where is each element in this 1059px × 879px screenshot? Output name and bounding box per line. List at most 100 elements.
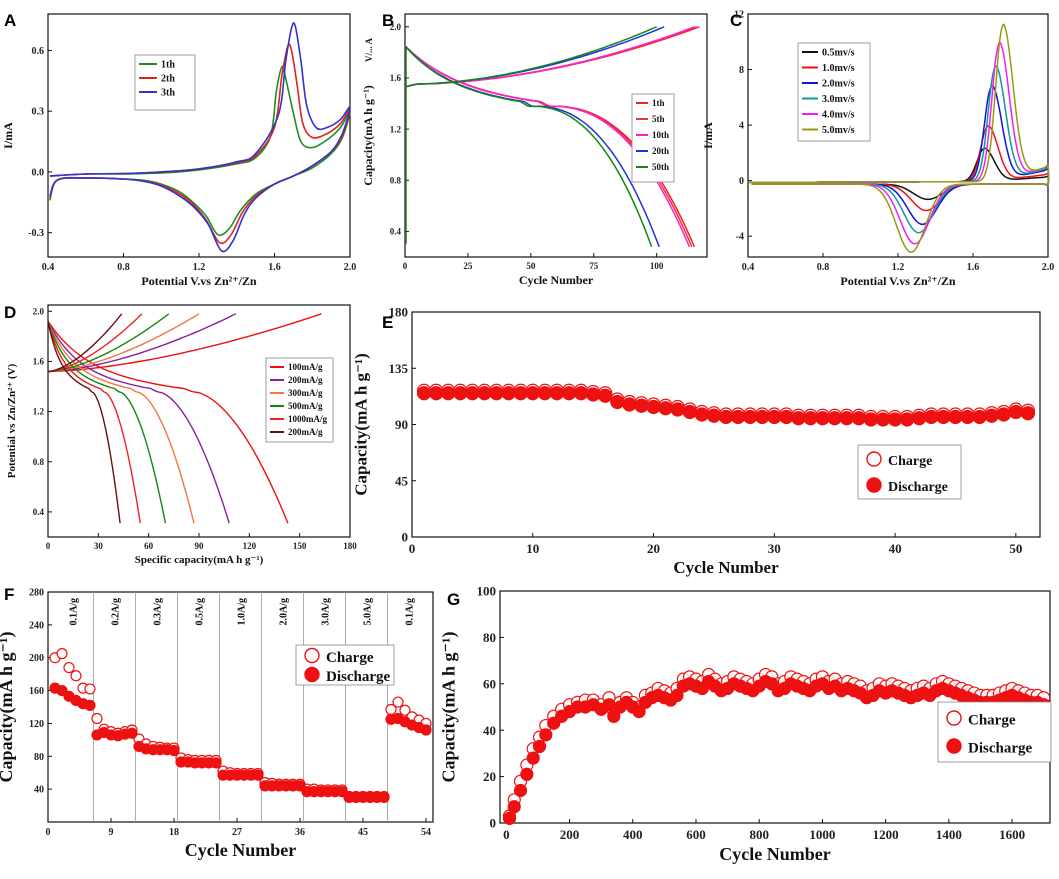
- data-point: [513, 783, 528, 798]
- y-tick-label: 2.0: [390, 22, 402, 32]
- data-point: [573, 386, 589, 401]
- legend-entry: Charge: [968, 712, 1016, 728]
- x-tick-label: 0: [409, 541, 416, 556]
- legend-marker: [304, 647, 320, 664]
- data-point: [755, 409, 770, 425]
- data-point: [465, 386, 480, 401]
- y-axis-label: Potential vs Zn/Zn²⁺ (V): [6, 363, 18, 478]
- x-tick-label: 1.6: [268, 262, 281, 273]
- data-point: [936, 409, 951, 425]
- data-point: [743, 409, 758, 425]
- y-tick-label: 1.6: [33, 357, 45, 367]
- data-point: [539, 728, 553, 742]
- cv-curve-3th: [49, 22, 351, 253]
- data-point: [803, 411, 818, 426]
- legend-marker: [304, 666, 320, 683]
- y-tick-label: 160: [29, 686, 44, 697]
- legend-entry: 1.0mv/s: [822, 63, 855, 74]
- cv-curve-4.0mv/s: [747, 41, 1050, 245]
- x-axis-label: Cycle Number: [673, 558, 779, 577]
- y-tick-label: 120: [29, 719, 44, 730]
- x-tick-label: 1.6: [967, 262, 980, 273]
- data-point: [924, 409, 939, 425]
- data-point: [56, 648, 68, 660]
- discharge-curve: [47, 320, 289, 524]
- y-tick-label: 240: [29, 620, 44, 631]
- data-point: [960, 409, 975, 425]
- x-tick-label: 0: [46, 827, 51, 838]
- legend-entry: 5.0mv/s: [822, 125, 855, 136]
- panel-label: A: [4, 11, 16, 30]
- legend-entry: 0.5mv/s: [822, 48, 855, 59]
- y-axis-label: Capacity(mA h g⁻¹): [361, 85, 375, 186]
- legend-entry: 200mA/g: [288, 427, 323, 437]
- legend-box: [265, 357, 334, 443]
- data-point: [767, 409, 782, 425]
- panel-a: A 0.4 0.8 1.2 1.6 2.0 -0.3 0.0 0.3 0.6 Potential V…: [1, 11, 356, 288]
- x-tick-label: 1400: [936, 827, 962, 842]
- x-tick-label: 9: [109, 827, 114, 838]
- y-tick-label: 0.6: [32, 46, 45, 57]
- y-tick-label: 0.4: [390, 227, 402, 237]
- x-tick-label: 50: [526, 261, 536, 271]
- data-point: [70, 670, 82, 682]
- data-point: [602, 698, 616, 712]
- cv-curve-5.0mv/s: [747, 23, 1050, 253]
- data-point: [84, 699, 96, 711]
- y-tick-label: 100: [477, 584, 497, 599]
- y-tick-label: 0.4: [33, 507, 45, 517]
- x-tick-label: 2.0: [344, 262, 357, 273]
- legend-entry: Discharge: [888, 480, 948, 495]
- data-point: [948, 409, 963, 425]
- data-point: [537, 386, 552, 401]
- data-point: [399, 704, 411, 716]
- legend: Charge Discharge: [295, 644, 395, 686]
- data-point: [863, 412, 879, 427]
- legend-entry: 1th: [161, 60, 175, 71]
- legend-entry: 500mA/g: [288, 401, 323, 411]
- data-point: [84, 683, 96, 695]
- y-tick-label: 0: [490, 816, 497, 831]
- plot-frame: [411, 311, 1041, 538]
- rate-label: 0.1A/g: [69, 598, 80, 626]
- y-tick-label: 280: [29, 588, 44, 599]
- y-tick-label: 1.6: [390, 73, 402, 83]
- y-tick-label: -0.3: [28, 228, 44, 239]
- legend-entry: 1th: [652, 98, 665, 108]
- legend: 0.5mv/s 1.0mv/s 2.0mv/s 3.0mv/s 4.0mv/s 5.0mv…: [797, 42, 871, 142]
- rate-label: 5.0A/g: [363, 598, 374, 626]
- discharge-curve: [47, 321, 167, 524]
- x-tick-label: 30: [768, 541, 781, 556]
- data-point: [252, 769, 264, 781]
- data-point: [634, 398, 649, 413]
- legend-entry: 10th: [652, 130, 669, 140]
- panel-b: B 0 25 50 75 100 0.4 0.8 1.2 1.6 2.0 Cycle Number Ca…: [361, 11, 708, 287]
- y-tick-label: 80: [34, 752, 44, 763]
- legend-marker: [866, 477, 882, 493]
- x-tick-label: 75: [589, 261, 599, 271]
- y-tick-label: 8: [739, 65, 744, 76]
- x-tick-label: 0.4: [742, 262, 755, 273]
- legend-entry: 20th: [652, 146, 669, 156]
- rate-label: 3.0A/g: [321, 598, 332, 626]
- y-axis-label-top: V/... A: [364, 37, 374, 62]
- x-tick-label: 0.8: [817, 262, 830, 273]
- data-point: [210, 757, 222, 769]
- y-axis-label: Capacity(mA h g⁻¹): [438, 632, 459, 783]
- data-point: [900, 412, 915, 427]
- discharge-curve: [47, 320, 230, 524]
- data-point: [392, 696, 404, 708]
- plot-frame: [47, 591, 434, 823]
- legend-entry: 2.0mv/s: [822, 79, 855, 90]
- panel-label: C: [730, 11, 742, 30]
- y-tick-label: 4: [739, 121, 744, 132]
- data-point: [598, 388, 613, 403]
- discharge-curve-50th: [404, 45, 653, 248]
- data-point: [815, 411, 830, 426]
- y-tick-label: 0: [402, 530, 409, 545]
- x-tick-label: 60: [144, 541, 154, 551]
- data-point: [682, 404, 697, 420]
- y-axis-label: I/mA: [1, 122, 15, 149]
- y-tick-label: 20: [483, 769, 496, 784]
- data-point: [501, 386, 516, 401]
